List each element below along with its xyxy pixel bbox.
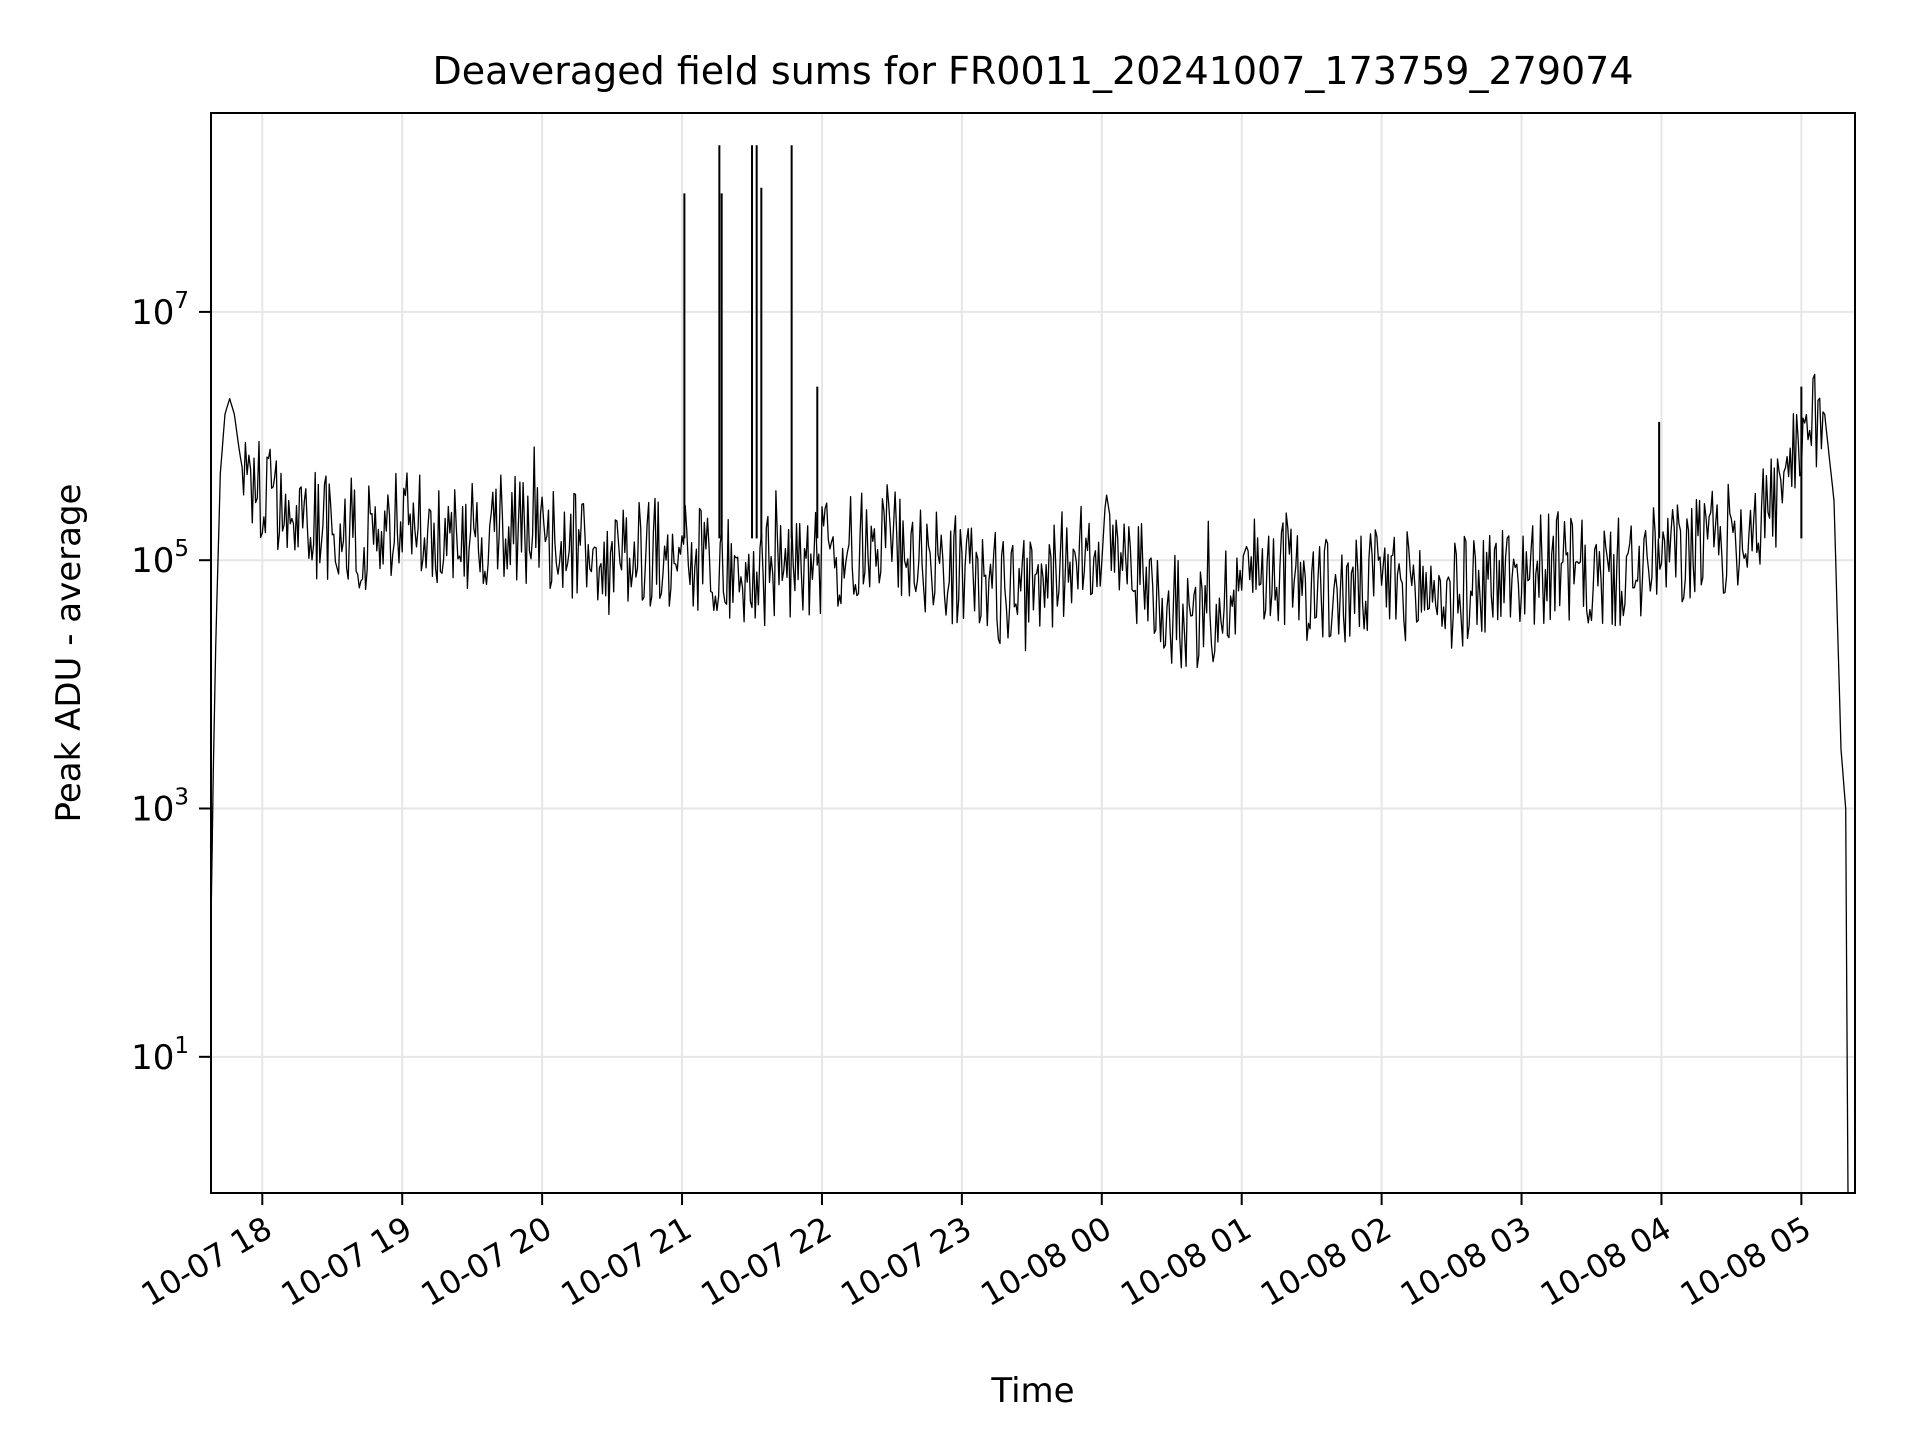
x-tick-label: 10-07 20: [415, 1209, 559, 1314]
y-tick-label: 107: [131, 288, 189, 333]
x-tick-label: 10-08 01: [1114, 1209, 1258, 1314]
chart-title: Deaveraged field sums for FR0011_2024100…: [432, 49, 1633, 93]
y-tick-label: 105: [131, 536, 189, 581]
grid: [211, 113, 1855, 1193]
x-tick-label: 10-08 03: [1394, 1209, 1538, 1314]
plot-frame: [210, 112, 1856, 1194]
x-tick-label: 10-08 00: [974, 1209, 1118, 1314]
x-tick-label: 10-08 02: [1254, 1209, 1398, 1314]
x-tick-label: 10-07 23: [834, 1209, 978, 1314]
x-tick-label: 10-07 21: [554, 1209, 698, 1314]
series: [210, 145, 1849, 1194]
x-tick-label: 10-07 19: [275, 1209, 419, 1314]
y-axis-label: Peak ADU - average: [49, 484, 89, 823]
x-tick-label: 10-07 22: [694, 1209, 838, 1314]
x-tick-label: 10-08 04: [1534, 1209, 1678, 1314]
x-axis-label: Time: [990, 1371, 1074, 1411]
y-tick-label: 103: [131, 785, 189, 830]
x-tick-label: 10-08 05: [1674, 1209, 1818, 1314]
y-axis: 101 103 105 107: [131, 288, 211, 1078]
y-tick-label: 101: [131, 1033, 189, 1078]
x-tick-label: 10-07 18: [135, 1209, 279, 1314]
series-line: [210, 373, 1849, 1194]
